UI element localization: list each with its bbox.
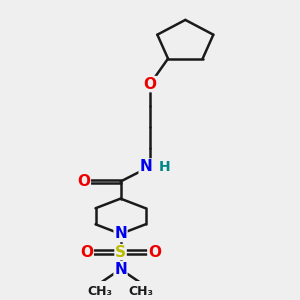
- Text: H: H: [159, 160, 170, 173]
- Text: O: O: [80, 244, 93, 260]
- Text: O: O: [148, 244, 161, 260]
- Text: S: S: [115, 244, 126, 260]
- Text: CH₃: CH₃: [129, 285, 154, 298]
- Text: N: N: [139, 159, 152, 174]
- Text: O: O: [143, 76, 157, 92]
- Text: N: N: [114, 262, 127, 277]
- Text: CH₃: CH₃: [87, 285, 112, 298]
- Text: O: O: [77, 174, 90, 189]
- Text: N: N: [114, 226, 127, 242]
